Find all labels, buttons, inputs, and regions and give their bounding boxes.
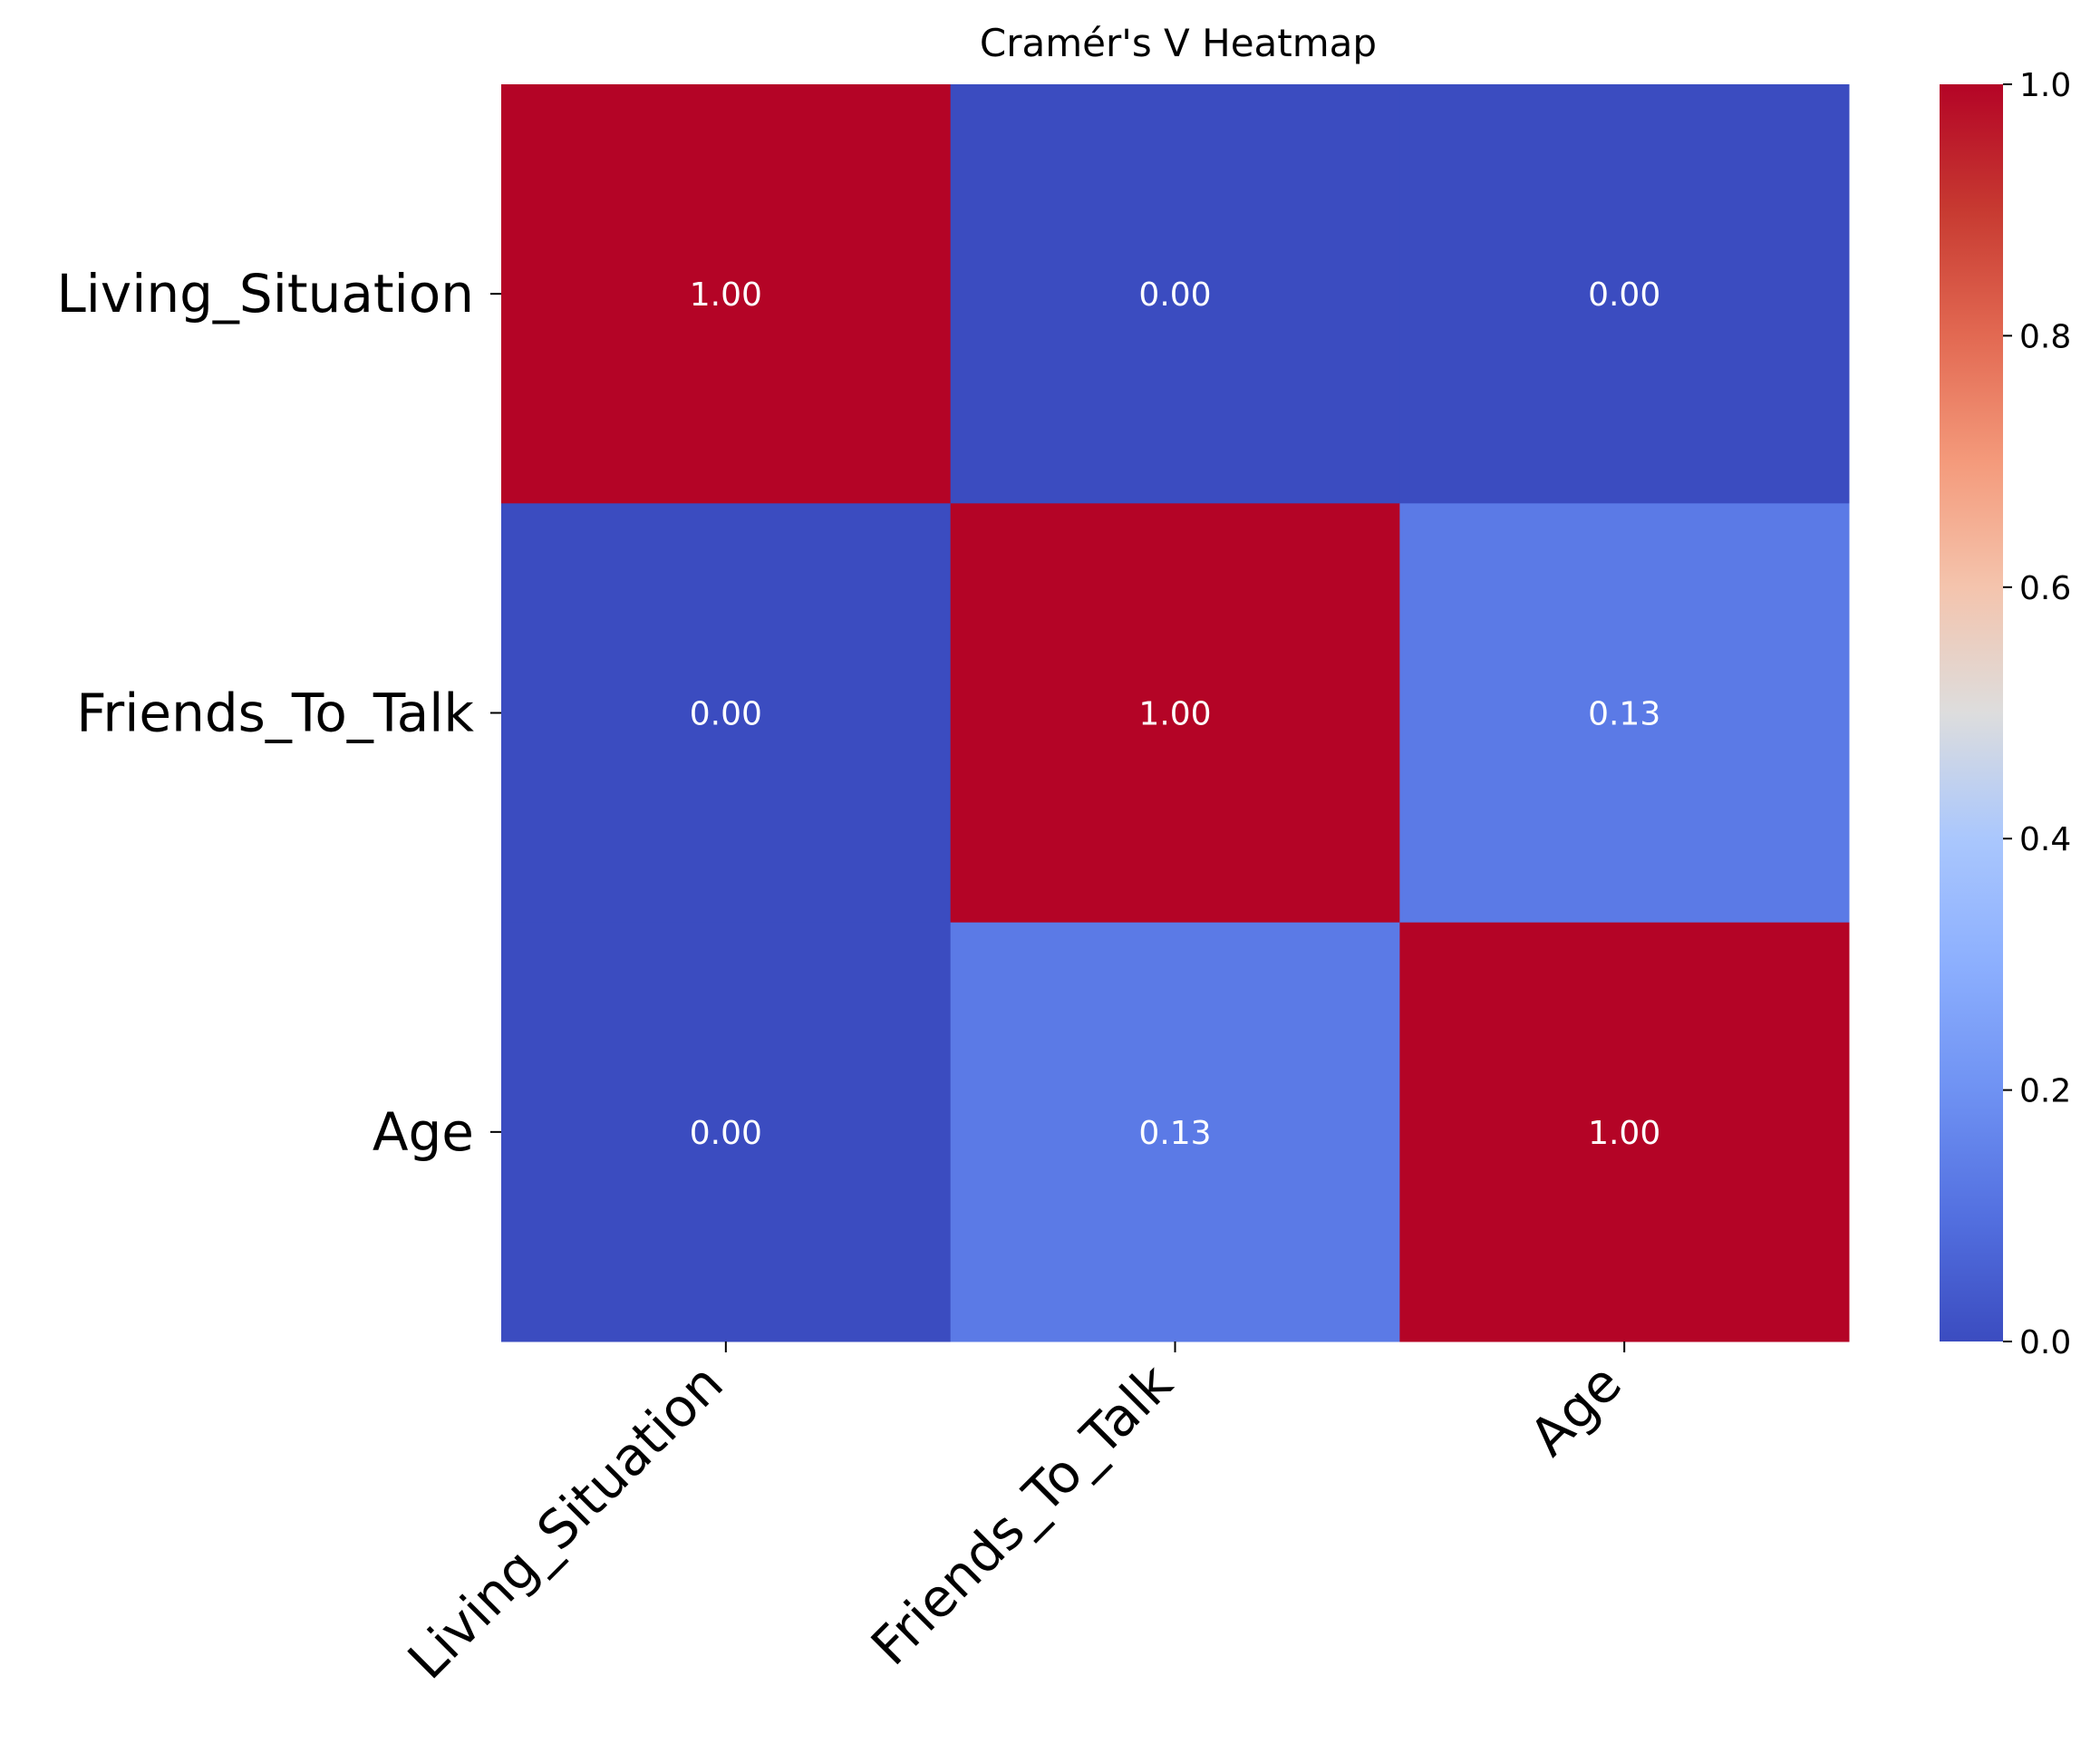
colorbar-tick-label: 0.8 [2019,318,2071,355]
cell-value-label: 0.00 [690,1115,762,1152]
heatmap-cell [1399,922,1850,1342]
cell-value-label: 1.00 [690,276,762,314]
heatmap-cell [1399,84,1850,504]
heatmap-cell [1399,503,1850,924]
x-tick-label: Age [1518,1352,1633,1467]
x-tick-label: Friends_To_Talk [859,1352,1185,1678]
heatmap-cell [501,84,952,504]
y-tick-label: Living_Situation [56,263,474,324]
colorbar: 0.0 0.2 0.4 0.6 0.8 1.0 [1940,67,2071,1361]
colorbar-tick-label: 0.0 [2019,1324,2071,1361]
heatmap-cell [501,503,952,924]
cell-value-label: 0.00 [1588,276,1660,314]
x-tick-label: Living_Situation [396,1352,735,1691]
cell-value-label: 1.00 [1138,696,1211,733]
heatmap-cell [950,84,1400,504]
y-axis: Living_Situation Friends_To_Talk Age [56,263,501,1163]
heatmap-cell [950,922,1400,1342]
cell-value-label: 1.00 [1588,1115,1660,1152]
colorbar-tick-label: 1.0 [2019,67,2071,104]
cell-value-label: 0.13 [1138,1115,1211,1152]
x-axis: Living_Situation Friends_To_Talk Age [396,1341,1633,1691]
y-tick-label: Friends_To_Talk [76,683,474,744]
colorbar-gradient [1940,84,2003,1341]
cell-value-label: 0.00 [690,696,762,733]
heatmap-cell [501,922,952,1342]
colorbar-tick-label: 0.2 [2019,1073,2071,1110]
cell-value-label: 0.13 [1588,696,1660,733]
cell-value-label: 0.00 [1138,276,1211,314]
y-tick-label: Age [373,1101,474,1163]
colorbar-tick-label: 0.4 [2019,821,2071,858]
heatmap-cell [950,503,1400,924]
chart-title: Cramér's V Heatmap [980,21,1377,65]
heatmap-cells [501,84,1850,1342]
cell-annotations: 1.00 0.00 0.00 0.00 1.00 0.13 0.00 0.13 1.00 [690,276,1660,1152]
colorbar-tick-label: 0.6 [2019,570,2071,607]
